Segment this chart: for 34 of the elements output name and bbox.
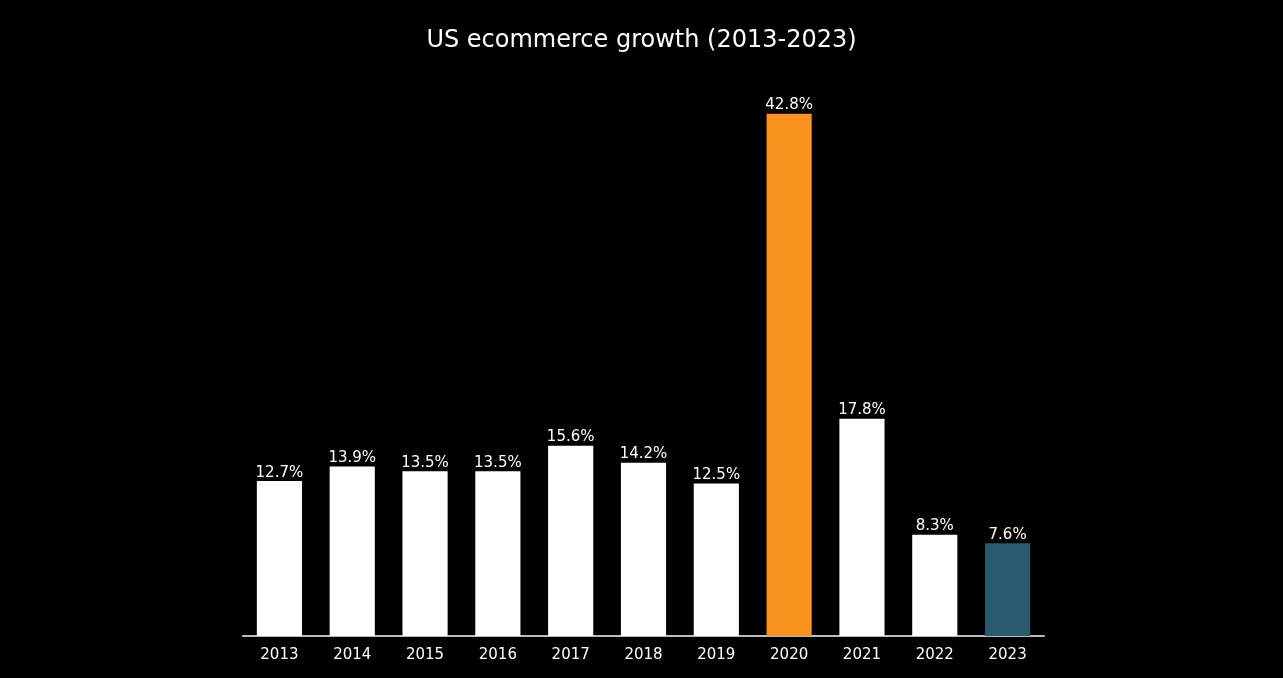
bar: [985, 543, 1031, 636]
data-label: 7.6%: [988, 524, 1027, 543]
data-label: 15.6%: [546, 427, 595, 446]
data-label: 13.9%: [328, 447, 377, 466]
bar: [475, 471, 521, 636]
data-label: 42.8%: [765, 95, 813, 114]
bar: [912, 534, 958, 636]
bar: [329, 466, 375, 636]
data-label: 17.8%: [838, 400, 886, 419]
bar: [766, 113, 812, 636]
data-label: 13.5%: [401, 452, 449, 471]
bar: [620, 462, 667, 636]
data-label: 14.2%: [619, 444, 668, 463]
x-tick-label: 2017: [551, 644, 590, 663]
x-tick-label: 2018: [624, 644, 663, 663]
data-label: 12.7%: [255, 462, 304, 481]
bar: [693, 483, 739, 636]
x-tick-label: 2014: [333, 644, 372, 663]
bar: [839, 418, 885, 636]
bar: [402, 471, 448, 636]
bar: [256, 481, 302, 636]
x-tick-label: 2020: [770, 644, 809, 663]
data-label: 13.5%: [474, 452, 522, 471]
x-tick-label: 2015: [405, 644, 445, 663]
bar: [548, 445, 594, 636]
data-label: 12.5%: [692, 465, 741, 483]
x-tick-label: 2023: [988, 644, 1027, 663]
x-tick-label: 2019: [697, 644, 736, 663]
x-tick-label: 2013: [260, 644, 299, 663]
x-tick-label: 2022: [915, 644, 954, 663]
data-label: 8.3%: [915, 516, 954, 535]
chart-title: US ecommerce growth (2013-2023): [426, 25, 857, 53]
x-tick-label: 2021: [842, 644, 882, 663]
x-tick-label: 2016: [478, 644, 517, 663]
